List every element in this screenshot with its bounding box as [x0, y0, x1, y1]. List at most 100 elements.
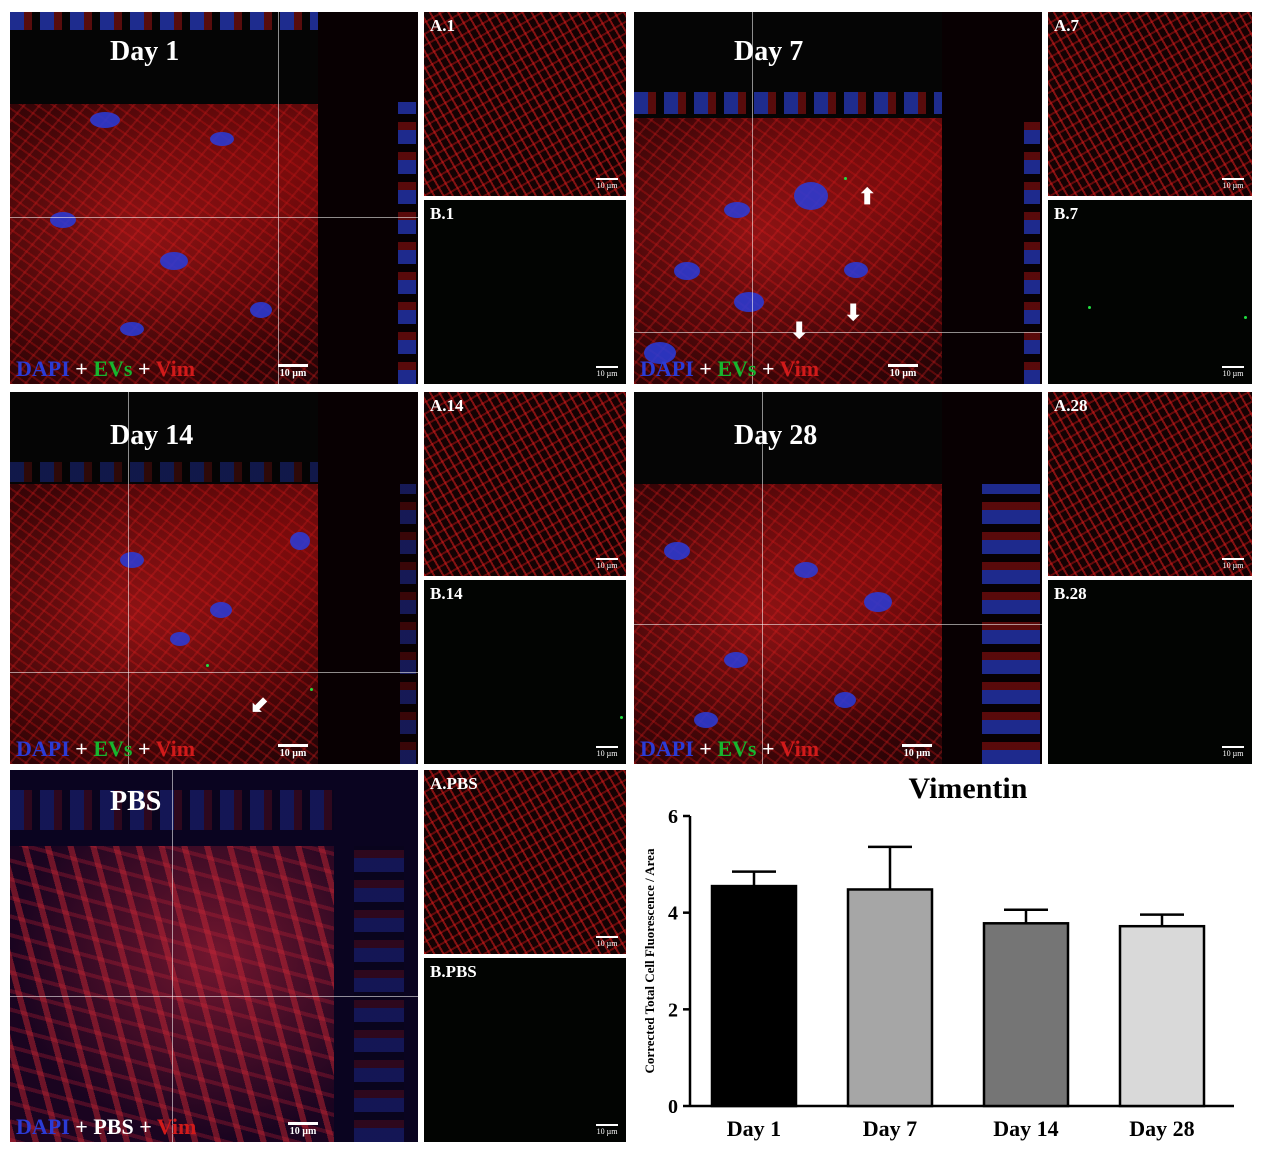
legend-dapi: DAPI: [16, 736, 70, 761]
legend-vim: Vim: [779, 356, 820, 381]
legend-vim: Vim: [779, 736, 820, 761]
scale-bar: 10 µm: [596, 178, 618, 190]
crosshair-horizontal: [634, 332, 1042, 333]
legend-vim: Vim: [155, 356, 196, 381]
scale-bar: 10 µm: [1222, 746, 1244, 758]
legend-evs: EVs: [717, 736, 757, 761]
day1-xz-strip: [10, 12, 318, 30]
day14-orthogonal-top: [10, 392, 318, 484]
nucleus: [864, 592, 892, 612]
nucleus: [794, 182, 828, 210]
ev-signal-dot: [1244, 316, 1247, 319]
scale-bar: 10 µm: [278, 744, 308, 759]
scale-bar: 10 µm: [596, 366, 618, 378]
scale-bar: 10 µm: [288, 1122, 318, 1137]
legend-plus: +: [75, 356, 88, 381]
nucleus: [844, 262, 868, 278]
crosshair-horizontal: [634, 624, 1042, 625]
day28-orthogonal-side: [942, 392, 1042, 764]
nucleus: [170, 632, 190, 646]
pbs-vimentin-image: A.PBS 10 µm: [424, 770, 626, 954]
crosshair-vertical: [762, 392, 763, 764]
crosshair-vertical: [128, 392, 129, 764]
legend-plus: +: [75, 736, 88, 761]
day14-xz-strip: [10, 462, 318, 482]
vimentin-bar-chart: Vimentin 0 2 4 6 Corrected Total Cell Fluores…: [642, 772, 1234, 1141]
y-tick-label: 0: [668, 1096, 678, 1118]
nucleus: [734, 292, 764, 312]
day28-merged-image: Day 28 DAPI + EVs + Vim 10 µm: [634, 392, 1042, 764]
scale-bar: 10 µm: [1222, 178, 1244, 190]
day1-b-label: B.1: [430, 204, 455, 223]
day28-orthogonal-top: [634, 392, 942, 484]
day1-merged-image: Day 1 DAPI + EVs + Vim 10 µm: [10, 12, 418, 384]
nucleus: [290, 532, 310, 550]
nucleus: [120, 552, 144, 568]
arrow-down-left-icon: ⬋: [250, 692, 269, 717]
ev-signal-dot: [844, 177, 847, 180]
pbs-merged-image: PBS DAPI + PBS + Vim 10 µm: [10, 770, 418, 1142]
legend-vim: Vim: [156, 1114, 197, 1139]
y-axis-label: Corrected Total Cell Fluorescence / Area: [642, 848, 657, 1073]
scale-bar: 10 µm: [902, 744, 932, 759]
crosshair-vertical: [752, 12, 753, 384]
day7-vimentin-image: A.7 10 µm: [1048, 12, 1252, 196]
pbs-a-label: A.PBS: [430, 774, 478, 793]
day14-title: Day 14: [110, 420, 194, 451]
day28-title: Day 28: [734, 420, 818, 451]
nucleus: [250, 302, 272, 318]
day7-a-label: A.7: [1054, 16, 1080, 35]
crosshair-vertical: [172, 770, 173, 1142]
day1-orthogonal-top: [10, 12, 318, 104]
bar: [982, 922, 1070, 1108]
day7-orthogonal-side: [942, 12, 1042, 384]
bar: [710, 884, 798, 1108]
legend-pbs: PBS: [93, 1114, 134, 1139]
legend-evs: EVs: [93, 736, 133, 761]
bar: [1118, 924, 1206, 1108]
legend-dapi: DAPI: [640, 736, 694, 761]
pbs-stain-legend: DAPI + PBS + Vim: [16, 1114, 196, 1140]
scale-bar: 10 µm: [596, 746, 618, 758]
day1-evs-image: B.1 10 µm: [424, 200, 626, 384]
legend-plus: +: [761, 736, 775, 761]
legend-plus: +: [761, 356, 775, 381]
day14-evs-image: B.14 10 µm: [424, 580, 626, 764]
crosshair-vertical: [278, 12, 279, 384]
ev-signal-dot: [620, 716, 623, 719]
pbs-b-label: B.PBS: [430, 962, 477, 981]
scale-bar: 10 µm: [888, 364, 918, 379]
day7-orthogonal-top: [634, 12, 942, 118]
crosshair-horizontal: [10, 996, 418, 997]
x-tick-label: Day 14: [993, 1116, 1058, 1141]
day1-title: Day 1: [110, 36, 180, 67]
bar: [846, 888, 934, 1108]
day14-vimentin-image: A.14 10 µm: [424, 392, 626, 576]
day1-yz-strip: [398, 102, 416, 384]
day1-orthogonal-side: [318, 12, 418, 384]
ev-signal-dot: [310, 688, 313, 691]
day28-a-label: A.28: [1054, 396, 1088, 415]
x-tick-label: Day 1: [727, 1116, 781, 1141]
nucleus: [674, 262, 700, 280]
day28-b-label: B.28: [1054, 584, 1087, 603]
nucleus: [694, 712, 718, 728]
day28-vimentin-image: A.28 10 µm: [1048, 392, 1252, 576]
nucleus: [724, 652, 748, 668]
day1-stain-legend: DAPI + EVs + Vim: [16, 356, 195, 382]
legend-plus: +: [75, 1114, 88, 1139]
arrow-down-icon: ⬇: [790, 318, 809, 343]
day7-stain-legend: DAPI + EVs + Vim: [640, 356, 819, 382]
arrow-up-icon: ⬆: [858, 184, 877, 209]
ev-signal-dot: [1088, 306, 1091, 309]
nucleus: [644, 342, 676, 364]
nucleus: [210, 132, 234, 146]
pbs-yz-strip: [354, 846, 404, 1142]
day14-b-label: B.14: [430, 584, 463, 603]
legend-vim: Vim: [155, 736, 196, 761]
scale-bar: 10 µm: [596, 936, 618, 948]
nucleus: [664, 542, 690, 560]
pbs-orthogonal-side: [334, 770, 418, 1142]
day14-merged-image: ⬋ Day 14 DAPI + EVs + Vim 10 µm: [10, 392, 418, 764]
day7-evs-image: B.7 10 µm: [1048, 200, 1252, 384]
